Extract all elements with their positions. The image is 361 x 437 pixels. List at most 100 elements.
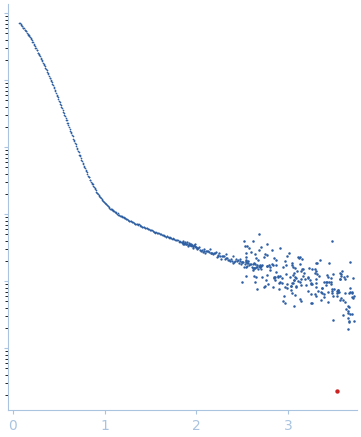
Point bbox=[256, 231, 262, 238]
Point bbox=[191, 242, 197, 249]
Point bbox=[25, 31, 31, 38]
Point bbox=[234, 258, 240, 265]
Point bbox=[31, 41, 36, 48]
Point bbox=[227, 257, 233, 264]
Point bbox=[256, 263, 262, 270]
Point bbox=[258, 261, 264, 268]
Point bbox=[351, 293, 357, 300]
Point bbox=[149, 227, 155, 234]
Point bbox=[182, 240, 187, 247]
Point bbox=[313, 259, 319, 266]
Point bbox=[297, 295, 303, 302]
Point bbox=[334, 388, 340, 395]
Point bbox=[342, 290, 348, 297]
Point bbox=[46, 73, 52, 80]
Point bbox=[161, 232, 167, 239]
Point bbox=[300, 272, 305, 279]
Point bbox=[191, 243, 197, 250]
Point bbox=[334, 288, 340, 295]
Point bbox=[233, 256, 239, 263]
Point bbox=[243, 258, 248, 265]
Point bbox=[349, 311, 355, 318]
Point bbox=[121, 215, 127, 222]
Point bbox=[30, 38, 35, 45]
Point bbox=[151, 229, 157, 236]
Point bbox=[61, 109, 67, 116]
Point bbox=[348, 311, 353, 318]
Point bbox=[305, 274, 311, 281]
Point bbox=[150, 228, 156, 235]
Point bbox=[178, 238, 183, 245]
Point bbox=[112, 209, 118, 216]
Point bbox=[321, 278, 326, 285]
Point bbox=[225, 254, 230, 261]
Point bbox=[178, 239, 184, 246]
Point bbox=[83, 167, 89, 174]
Point bbox=[349, 293, 355, 300]
Point bbox=[289, 259, 295, 266]
Point bbox=[34, 47, 40, 54]
Point bbox=[215, 252, 221, 259]
Point bbox=[252, 278, 257, 285]
Point bbox=[190, 243, 196, 250]
Point bbox=[298, 276, 304, 283]
Point bbox=[127, 218, 133, 225]
Point bbox=[183, 240, 189, 247]
Point bbox=[282, 299, 288, 306]
Point bbox=[271, 274, 277, 281]
Point bbox=[284, 284, 290, 291]
Point bbox=[66, 124, 72, 131]
Point bbox=[183, 241, 189, 248]
Point bbox=[142, 224, 148, 231]
Point bbox=[94, 189, 100, 196]
Point bbox=[329, 279, 334, 286]
Point bbox=[308, 279, 314, 286]
Point bbox=[136, 221, 142, 228]
Point bbox=[299, 255, 305, 262]
Point bbox=[244, 260, 249, 267]
Point bbox=[351, 317, 357, 324]
Point bbox=[282, 258, 288, 265]
Point bbox=[273, 257, 279, 264]
Point bbox=[297, 253, 303, 260]
Point bbox=[115, 210, 121, 217]
Point bbox=[251, 237, 256, 244]
Point bbox=[321, 291, 327, 298]
Point bbox=[270, 261, 276, 268]
Point bbox=[21, 24, 26, 31]
Point bbox=[160, 231, 165, 238]
Point bbox=[48, 78, 54, 85]
Point bbox=[91, 183, 96, 190]
Point bbox=[103, 201, 109, 208]
Point bbox=[108, 205, 113, 212]
Point bbox=[306, 264, 312, 271]
Point bbox=[148, 227, 154, 234]
Point bbox=[180, 241, 186, 248]
Point bbox=[295, 254, 301, 261]
Point bbox=[244, 243, 250, 250]
Point bbox=[345, 314, 351, 321]
Point bbox=[325, 298, 331, 305]
Point bbox=[52, 87, 58, 94]
Point bbox=[305, 274, 311, 281]
Point bbox=[71, 138, 77, 145]
Point bbox=[165, 232, 170, 239]
Point bbox=[85, 172, 91, 179]
Point bbox=[198, 248, 204, 255]
Point bbox=[222, 255, 227, 262]
Point bbox=[117, 212, 122, 218]
Point bbox=[96, 191, 101, 198]
Point bbox=[220, 253, 226, 260]
Point bbox=[73, 141, 78, 148]
Point bbox=[284, 252, 290, 259]
Point bbox=[261, 284, 266, 291]
Point bbox=[250, 264, 256, 271]
Point bbox=[139, 223, 145, 230]
Point bbox=[313, 268, 318, 275]
Point bbox=[288, 286, 294, 293]
Point bbox=[277, 244, 283, 251]
Point bbox=[276, 285, 282, 292]
Point bbox=[291, 264, 296, 271]
Point bbox=[319, 285, 325, 292]
Point bbox=[326, 289, 331, 296]
